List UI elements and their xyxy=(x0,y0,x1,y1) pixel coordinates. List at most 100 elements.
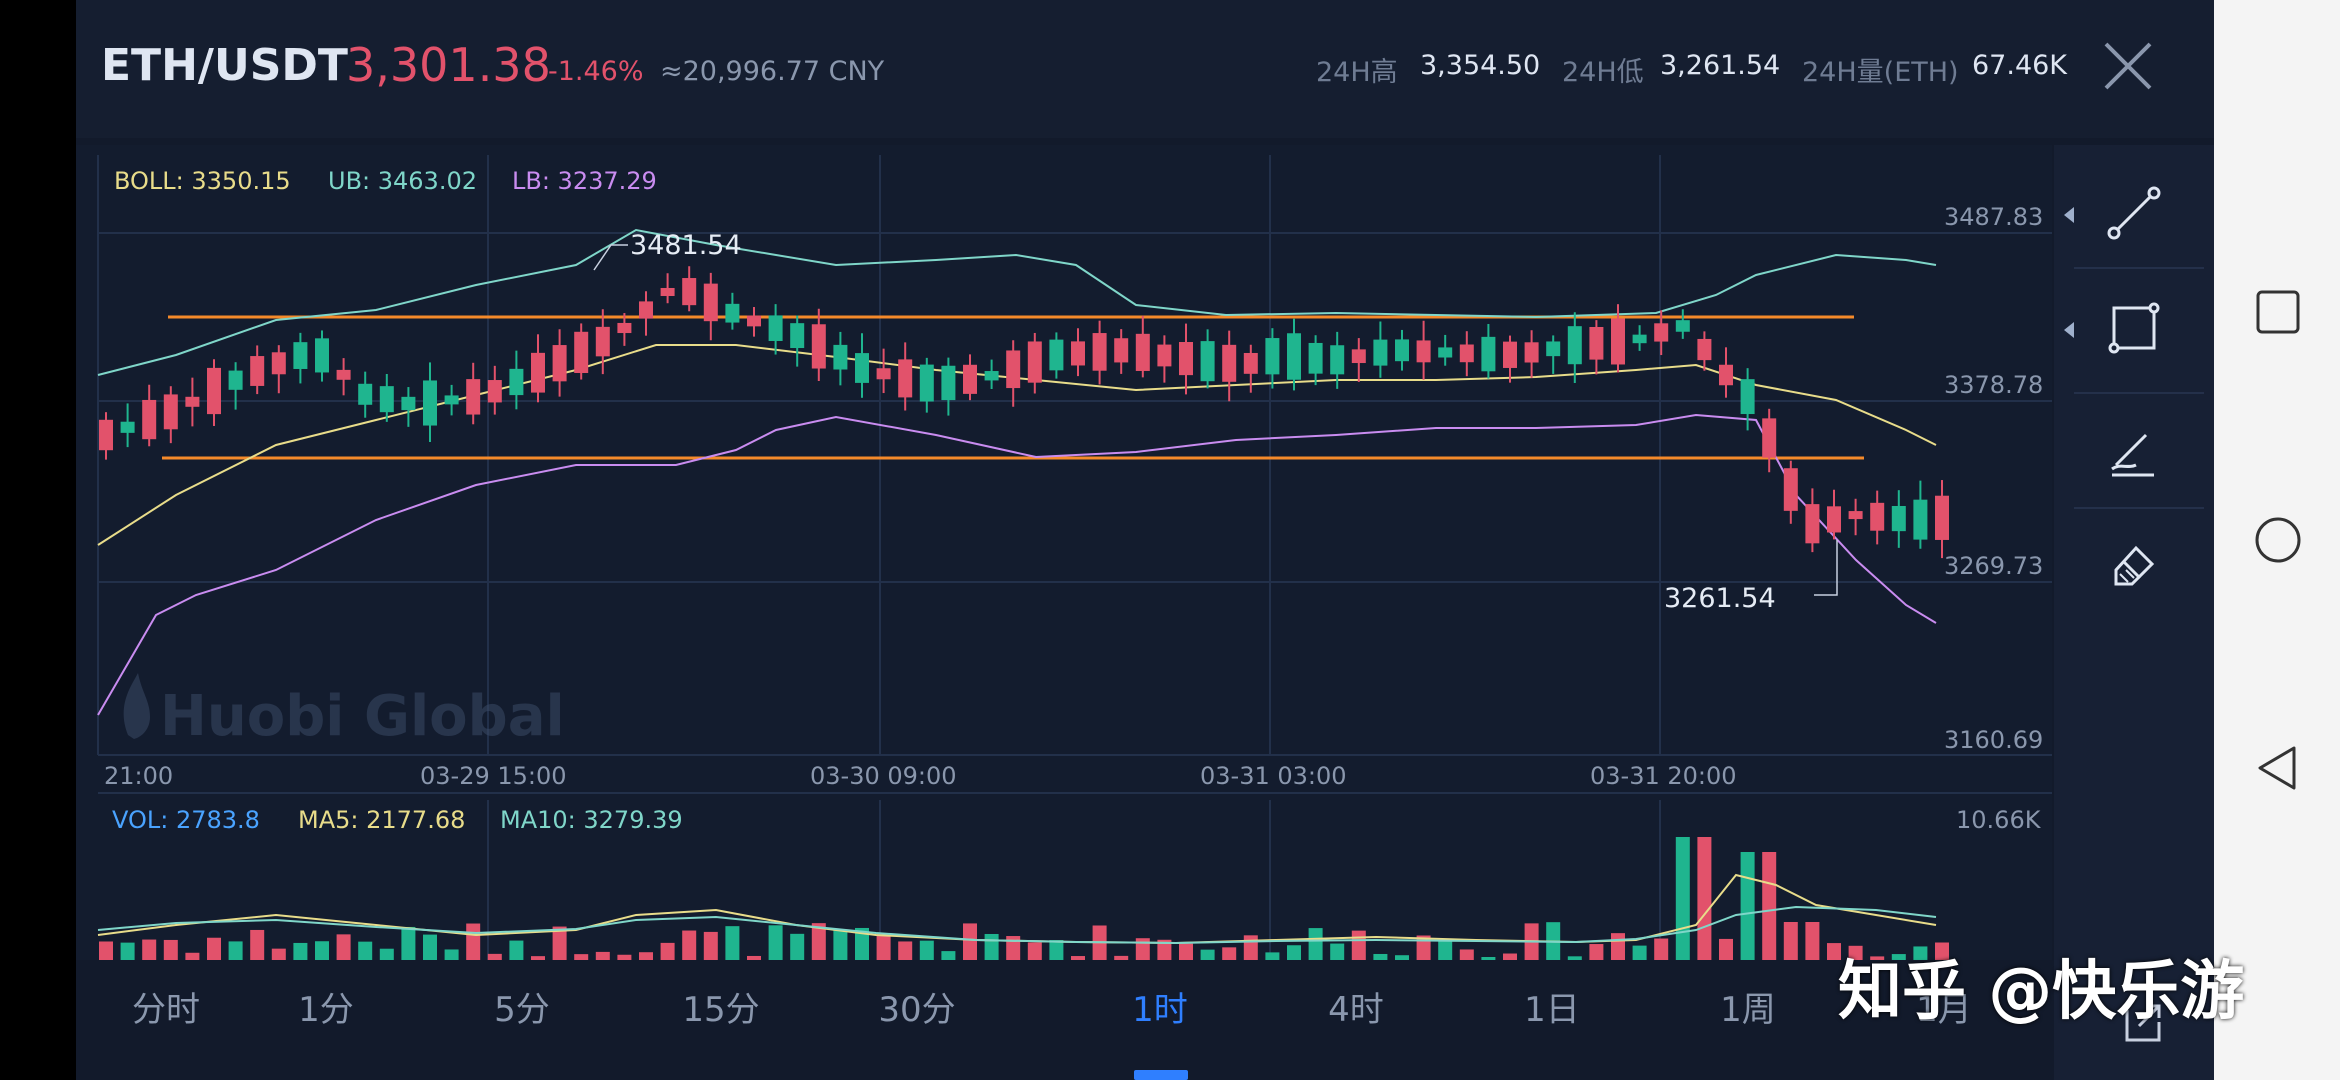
candle-body xyxy=(682,278,697,306)
candle-body xyxy=(1567,326,1582,365)
candle-body xyxy=(1524,342,1539,363)
candle-body xyxy=(531,352,545,393)
tab-15min[interactable]: 15分 xyxy=(682,990,760,1030)
candle-body xyxy=(1719,364,1733,386)
candle-body xyxy=(1935,495,1949,540)
candle-body xyxy=(1740,379,1755,415)
candle-body xyxy=(898,359,913,398)
candle-body xyxy=(1179,342,1193,376)
candle-body xyxy=(120,421,135,433)
candle-body xyxy=(941,365,956,401)
eraser-tool-button[interactable] xyxy=(2054,510,2214,630)
candle-body xyxy=(1027,341,1042,383)
high-annotation: 3481.54 xyxy=(630,230,742,261)
kline-chart[interactable]: BOLL: 3350.15 UB: 3463.02 LB: 3237.29 Hu… xyxy=(76,145,2052,1007)
candle-body xyxy=(1546,341,1561,357)
share-icon[interactable] xyxy=(2121,1000,2161,1042)
candle-body xyxy=(1265,338,1280,375)
tab-1hour[interactable]: 1时 xyxy=(1132,990,1188,1030)
lb-label: LB: 3237.29 xyxy=(512,167,657,195)
candle-body xyxy=(444,395,459,405)
tab-5min[interactable]: 5分 xyxy=(494,990,550,1030)
pair-name[interactable]: ETH/USDT xyxy=(101,40,348,91)
candle-body xyxy=(1589,326,1604,360)
time-tick: 03-31 03:00 xyxy=(1200,762,1347,790)
vol-max-label: 10.66K xyxy=(1956,806,2042,834)
recent-apps-button[interactable] xyxy=(2254,288,2302,340)
rect-tool-button[interactable] xyxy=(2054,270,2214,390)
candle-body xyxy=(1762,418,1777,458)
tab-30min[interactable]: 30分 xyxy=(878,990,956,1030)
ticker-header: ETH/USDT 3,301.38 -1.46% ≈20,996.77 CNY … xyxy=(76,0,2214,138)
candle-body xyxy=(1805,504,1820,544)
ub-label: UB: 3463.02 xyxy=(328,167,477,195)
candle-body xyxy=(984,371,999,381)
candle-body xyxy=(1351,349,1366,364)
candle-body xyxy=(271,352,286,375)
price-tick: 3269.73 xyxy=(1944,552,2043,580)
candle-body xyxy=(574,331,589,374)
timeframe-tabs: 分时 1分 5分 15分 30分 1时 4时 1日 1周 1月 xyxy=(76,960,2052,1080)
back-button[interactable] xyxy=(2254,744,2302,796)
candle-body xyxy=(833,344,848,370)
candle-body xyxy=(293,342,308,369)
stat-high-label: 24H高 xyxy=(1316,57,1398,88)
active-tab-indicator xyxy=(1134,1070,1188,1080)
candle-body xyxy=(1308,342,1323,374)
volume-bar xyxy=(1675,837,1690,977)
candle-body xyxy=(1438,347,1453,358)
candle-body xyxy=(1632,334,1647,344)
candle-body xyxy=(401,396,416,411)
stat-low-value: 3,261.54 xyxy=(1660,50,1781,81)
tab-1week[interactable]: 1周 xyxy=(1720,990,1776,1030)
candle-body xyxy=(379,386,394,413)
tab-1month[interactable]: 1月 xyxy=(1916,990,1972,1030)
system-nav-bar xyxy=(2214,0,2340,1080)
candle-body xyxy=(1395,339,1409,362)
candle-body xyxy=(228,370,243,390)
boll-label: BOLL: 3350.15 xyxy=(114,167,291,195)
candle-body xyxy=(207,367,221,415)
stat-high-value: 3,354.50 xyxy=(1420,50,1541,81)
candle-body xyxy=(1114,338,1129,363)
volume-bar xyxy=(1697,837,1712,977)
boll-upper-band xyxy=(97,228,1937,376)
candle-body xyxy=(703,283,718,322)
huobi-logo: Huobi Global xyxy=(123,673,565,749)
candle-body xyxy=(185,396,200,407)
time-tick: 03-31 20:00 xyxy=(1590,762,1737,790)
time-tick: 03-30 09:00 xyxy=(810,762,957,790)
line-tool-button[interactable] xyxy=(2054,155,2214,275)
tab-1day[interactable]: 1日 xyxy=(1524,990,1580,1030)
time-tick: 03-29 15:00 xyxy=(420,762,567,790)
cny-price: ≈20,996.77 CNY xyxy=(660,56,885,87)
low-annotation: 3261.54 xyxy=(1664,583,1776,614)
price-tick: 3160.69 xyxy=(1944,726,2043,754)
candle-body xyxy=(1092,333,1107,371)
tab-1min[interactable]: 1分 xyxy=(298,990,354,1030)
candle-body xyxy=(552,345,567,382)
chart-area[interactable]: BOLL: 3350.15 UB: 3463.02 LB: 3237.29 Hu… xyxy=(76,145,2052,1007)
candle-body xyxy=(1675,320,1690,332)
candle-body xyxy=(617,322,632,334)
candle-body xyxy=(1697,338,1712,361)
candle-body xyxy=(315,338,329,373)
watermark-text: Huobi Global xyxy=(160,684,565,749)
candle-body xyxy=(595,326,610,357)
boll-lower-band xyxy=(97,413,1937,716)
tab-fenshi[interactable]: 分时 xyxy=(132,990,200,1030)
candle-body xyxy=(1503,341,1517,368)
back-triangle-icon xyxy=(2258,746,2296,790)
candle-body xyxy=(1783,468,1798,511)
tab-4hour[interactable]: 4时 xyxy=(1328,990,1384,1030)
home-button[interactable] xyxy=(2254,516,2302,568)
rect-tool-icon xyxy=(2108,302,2160,354)
close-icon[interactable] xyxy=(2102,40,2154,92)
candle-body xyxy=(811,324,826,369)
vol-label: VOL: 2783.8 xyxy=(112,806,260,834)
candle-body xyxy=(1373,339,1388,366)
candle-body xyxy=(963,364,977,394)
candle-body xyxy=(509,368,524,396)
candle-body xyxy=(1913,499,1928,540)
brush-tool-button[interactable] xyxy=(2054,395,2214,515)
